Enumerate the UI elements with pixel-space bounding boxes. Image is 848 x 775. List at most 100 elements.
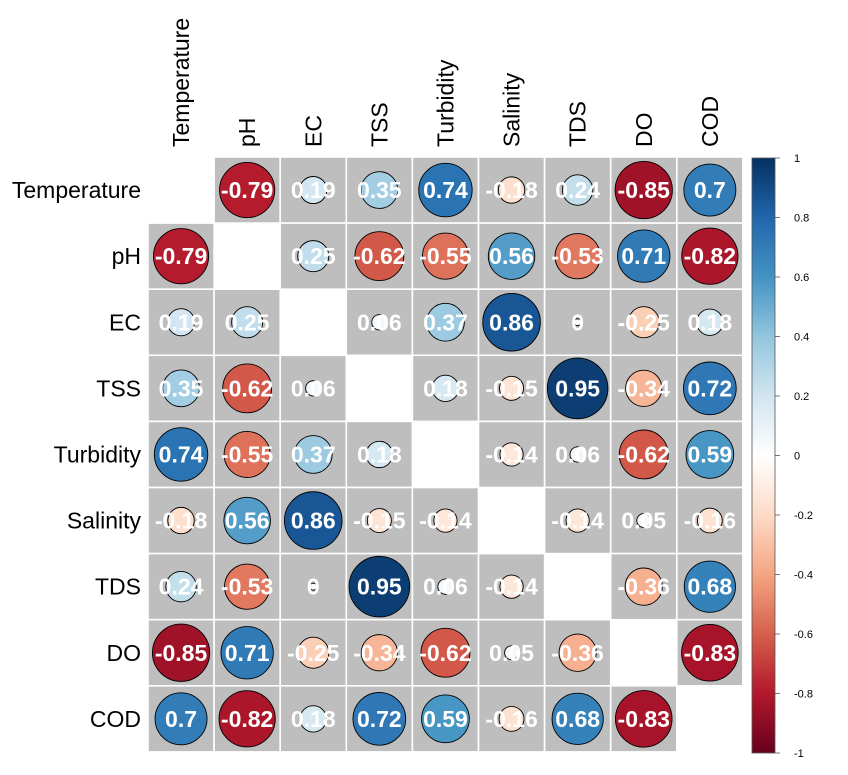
correlation-circle — [683, 361, 737, 416]
colorbar-gradient — [751, 157, 776, 754]
column-label: Temperature — [168, 18, 194, 147]
correlation-value-label: -0.34 — [618, 375, 671, 401]
correlation-cell: 0.86 — [477, 288, 546, 357]
correlation-cell: -0.25 — [279, 618, 348, 687]
correlation-circle — [636, 513, 652, 528]
correlation-cell: 0.25 — [279, 222, 348, 291]
correlation-circle — [309, 582, 318, 591]
correlation-value-label: 0 — [571, 309, 584, 335]
correlation-value-label: -0.82 — [684, 243, 736, 269]
correlation-circle — [573, 318, 582, 327]
cell-background — [477, 552, 546, 621]
correlation-value-label: -0.85 — [155, 640, 208, 666]
correlation-circle — [625, 369, 663, 407]
correlation-value-label: -0.14 — [551, 508, 604, 534]
correlation-value-label: -0.62 — [221, 375, 273, 401]
correlation-value-label: -0.25 — [618, 309, 671, 335]
correlation-cell: 0.56 — [477, 222, 546, 291]
correlation-circle — [627, 306, 660, 339]
correlation-cell: 0.95 — [543, 354, 612, 423]
correlation-circle — [683, 163, 737, 217]
correlation-value-label: 0.19 — [291, 177, 336, 203]
diagonal-cell — [676, 685, 743, 752]
correlation-value-label: 0.95 — [357, 574, 402, 600]
diagonal-cell — [610, 619, 677, 686]
correlation-circle — [366, 508, 392, 534]
correlation-cell: 0.7 — [147, 684, 215, 753]
correlation-value-label: -0.62 — [618, 441, 670, 467]
correlation-circle — [167, 308, 196, 337]
correlation-value-label: -0.55 — [221, 441, 274, 467]
colorbar-tick-label: 1 — [794, 153, 800, 165]
column-label: EC — [300, 115, 326, 147]
correlation-cell: 0.18 — [675, 288, 744, 357]
correlation-value-label: -0.62 — [353, 243, 405, 269]
correlation-value-label: -0.62 — [419, 640, 471, 666]
correlation-cell: 0.19 — [147, 288, 215, 357]
correlation-value-label: 0.71 — [225, 640, 270, 666]
correlation-cell: 0.18 — [411, 354, 480, 423]
correlation-cell: 0.68 — [543, 684, 612, 753]
correlation-circle — [498, 705, 525, 732]
correlation-value-label: -0.36 — [618, 574, 670, 600]
correlation-cell: -0.85 — [147, 618, 215, 687]
colorbar-tick-label: 0.6 — [794, 272, 809, 284]
correlation-cell: 0.37 — [279, 420, 348, 489]
correlation-circle — [167, 506, 195, 535]
correlation-circle — [220, 626, 274, 680]
correlation-cell: 0.05 — [477, 618, 546, 687]
correlation-circle — [569, 446, 586, 463]
correlation-value-label: -0.55 — [419, 243, 472, 269]
correlation-cell: 0.86 — [279, 486, 348, 555]
row-label: Salinity — [67, 508, 142, 534]
correlation-cell: -0.36 — [543, 618, 612, 687]
correlation-value-label: -0.18 — [155, 508, 208, 534]
correlation-cell: -0.79 — [213, 156, 282, 224]
correlation-circle — [153, 427, 209, 482]
row-labels: Temperature pH EC TSS Turbidity Salinity TDS DO… — [12, 177, 142, 732]
correlation-circle — [299, 705, 327, 733]
colorbar-tick-label: 0 — [794, 451, 800, 463]
correlation-circle — [681, 623, 739, 682]
correlation-circle — [219, 161, 276, 219]
correlation-cell: -0.53 — [213, 552, 282, 621]
correlation-cell: -0.62 — [345, 222, 414, 291]
correlation-cell: 0.71 — [213, 618, 282, 687]
correlation-cell: -0.83 — [675, 618, 744, 687]
correlation-circle — [151, 623, 211, 682]
correlation-cell: -0.62 — [213, 354, 282, 423]
correlation-cell: -0.82 — [213, 684, 282, 753]
diagonal-cell — [544, 553, 611, 620]
correlation-cell: -0.83 — [609, 684, 678, 753]
correlation-value-label: 0.25 — [291, 243, 336, 269]
correlation-circle — [299, 176, 328, 205]
correlation-circle — [685, 430, 735, 479]
correlation-cell: -0.14 — [477, 420, 546, 489]
correlation-value-label: 0.06 — [291, 375, 336, 401]
correlation-circle — [499, 442, 524, 467]
column-labels: Temperature pH EC TSS Turbidity Salinity TDS DO… — [168, 18, 723, 147]
correlation-value-label: 0.19 — [159, 309, 204, 335]
correlation-value-label: -0.53 — [221, 574, 273, 600]
column-label: DO — [631, 113, 657, 148]
correlation-value-label: 0.18 — [291, 706, 336, 732]
correlation-circle — [624, 567, 663, 606]
correlation-circle — [223, 430, 271, 478]
correlation-circle — [348, 555, 411, 618]
row-label: TSS — [96, 375, 141, 401]
correlation-circle — [618, 429, 669, 480]
correlation-value-label: -0.85 — [618, 177, 671, 203]
row-label: TDS — [95, 574, 141, 600]
correlation-circle — [224, 563, 271, 610]
correlation-value-label: 0.24 — [159, 574, 204, 600]
correlation-cell: 0.06 — [411, 552, 480, 621]
correlation-circle — [504, 645, 519, 661]
correlation-value-label: 0.71 — [621, 243, 666, 269]
correlation-cell: 0.59 — [675, 420, 744, 489]
correlation-circle — [162, 369, 200, 408]
colorbar-tick-label: -0.8 — [794, 689, 813, 701]
correlation-value-label: 0.72 — [357, 706, 402, 732]
correlation-value-label: 0.06 — [357, 309, 402, 335]
correlation-circle — [561, 174, 594, 206]
